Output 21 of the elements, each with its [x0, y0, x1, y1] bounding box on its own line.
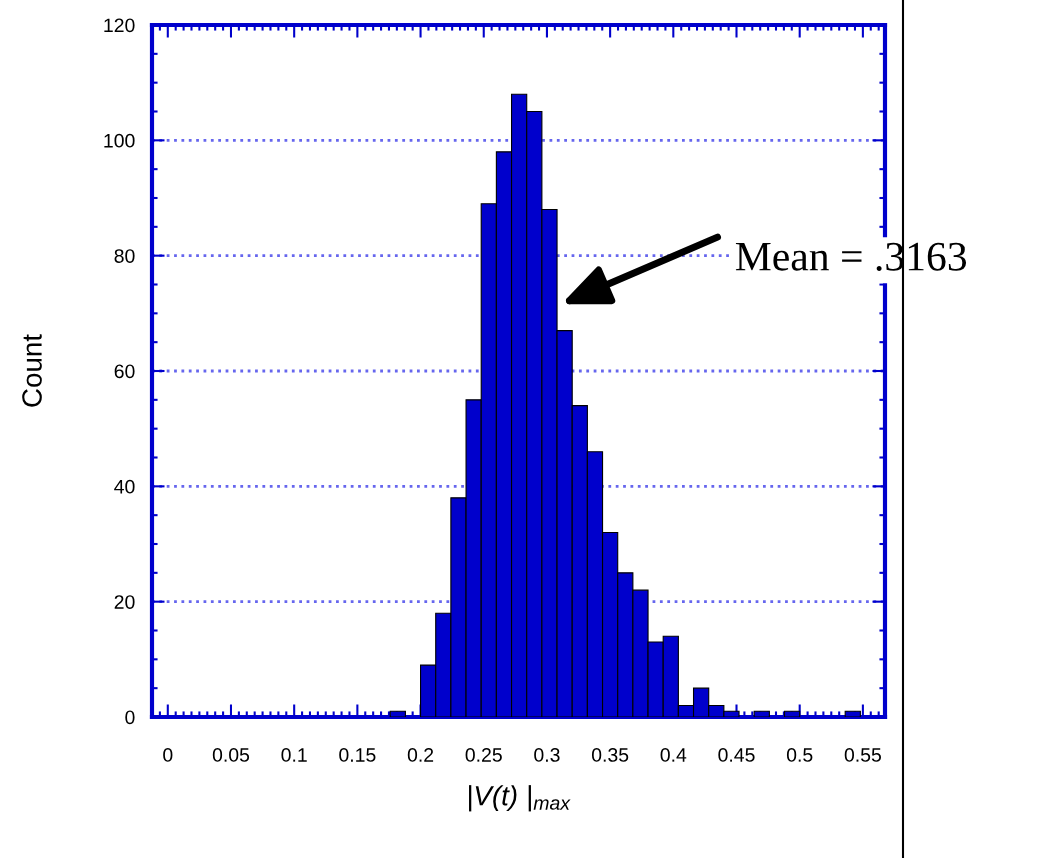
y-tick-label: 0: [125, 710, 135, 725]
x-tick-label: 0: [163, 748, 173, 762]
y-tick-label: 40: [114, 479, 135, 494]
x-tick-label: 0.1: [281, 748, 307, 762]
x-tick-label: 0.5: [786, 748, 813, 762]
x-axis-title: |V(t) |$_{max}$: [469, 785, 571, 812]
y-tick-label: 120: [104, 18, 135, 33]
x-tick-label: 0.25: [465, 748, 502, 762]
x-tick-label: 0.45: [718, 748, 755, 762]
y-tick-label: 80: [114, 249, 135, 263]
y-tick-label: 100: [104, 133, 135, 148]
x-tick-label: 0.15: [339, 748, 376, 762]
x-tick-label: 0.2: [407, 748, 434, 762]
y-tick-label: 20: [114, 595, 135, 609]
x-tick-label: 0.3: [534, 748, 560, 762]
y-axis-title: Count: [22, 334, 42, 407]
x-tick-label: 0.35: [591, 748, 629, 762]
x-tick-label: 0.4: [660, 748, 687, 762]
x-tick-label: 0.05: [212, 748, 250, 762]
y-tick-label: 60: [114, 364, 135, 379]
x-tick-label: 0.55: [844, 748, 881, 762]
